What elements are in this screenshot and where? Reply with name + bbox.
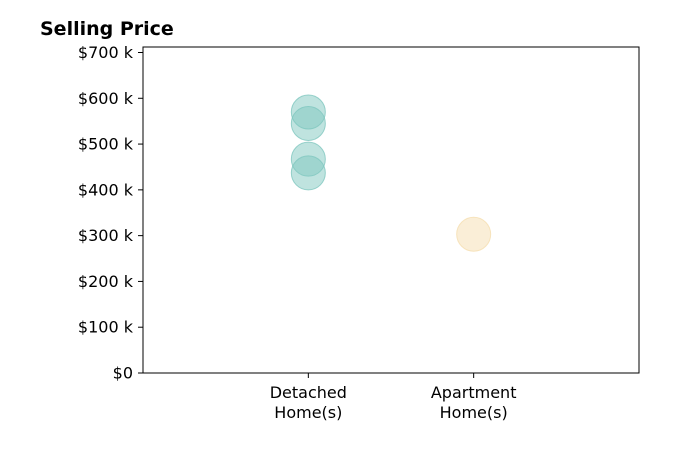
- y-tick-label: $200 k: [78, 272, 134, 291]
- chart-title: Selling Price: [40, 18, 174, 40]
- y-tick-label: $600 k: [78, 89, 134, 108]
- y-tick-label: $100 k: [78, 318, 134, 337]
- y-tick-label: $0: [113, 364, 133, 383]
- plot-frame: [142, 46, 640, 374]
- y-tick-label: $400 k: [78, 180, 134, 199]
- data-point: [290, 105, 326, 141]
- x-tick-label: Apartment Home(s): [431, 383, 517, 422]
- x-tick-label: Detached Home(s): [270, 383, 347, 422]
- data-point: [290, 155, 326, 191]
- y-tick-label: $500 k: [78, 135, 134, 154]
- plot-area: $0 $100 k $200 k $300 k $400 k $500 k $600 k $7…: [78, 43, 640, 422]
- y-tick-label: $700 k: [78, 43, 134, 62]
- data-point: [456, 216, 492, 252]
- y-tick-label: $300 k: [78, 226, 134, 245]
